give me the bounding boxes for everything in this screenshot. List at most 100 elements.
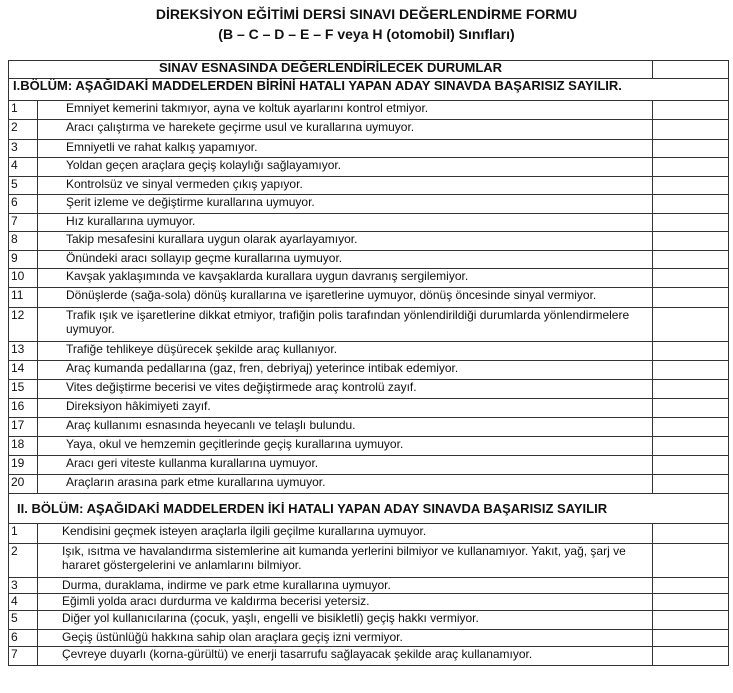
item-row: 17 Araç kullanımı esnasında heyecanlı ve …	[8, 417, 730, 437]
score-cell	[652, 213, 730, 232]
item-text: Yaya, okul ve hemzemin geçitlerinde geçi…	[36, 436, 654, 456]
section-row: I.BÖLÜM: AŞAĞIDAKİ MADDELERDEN BİRİNİ HA…	[7, 78, 730, 101]
item-number: 6	[8, 629, 38, 647]
item-row: 15 Vites değiştirme becerisi ve vites değ…	[8, 379, 730, 399]
item-number: 1	[8, 100, 38, 120]
item-number: 5	[8, 610, 38, 630]
item-text: Vites değiştirme becerisi ve vites değiş…	[36, 379, 654, 399]
item-number: 7	[8, 646, 38, 666]
item-number: 5	[8, 176, 38, 195]
form-title: DİREKSİYON EĞİTİMİ DERSİ SINAVI DEĞERLEN…	[155, 6, 578, 22]
item-number: 18	[8, 436, 38, 456]
item-text: Işık, ısıtma ve havalandırma sistemlerin…	[36, 543, 654, 578]
item-text: Takip mesafesini kurallara uygun olarak …	[36, 231, 654, 251]
item-number: 3	[8, 577, 38, 594]
item-row: 6 Şerit izleme ve değiştirme kurallarına …	[8, 194, 730, 214]
item-row: 19 Aracı geri viteste kullanma kuralların…	[8, 455, 730, 475]
item-number: 8	[8, 231, 38, 251]
score-cell	[652, 176, 730, 195]
item-text: Aracı geri viteste kullanma kurallarına …	[36, 455, 654, 475]
item-row: 2 Aracı çalıştırma ve harekete geçirme us…	[8, 119, 730, 140]
score-cell	[652, 455, 730, 475]
item-row: 20 Araçların arasına park etme kuralların…	[8, 474, 730, 494]
score-cell	[652, 231, 730, 251]
item-row: 4 Eğimli yolda aracı durdurma ve kaldırma…	[8, 593, 730, 611]
item-text: Geçiş üstünlüğü hakkına sahip olan araçl…	[36, 629, 654, 647]
item-row: 18 Yaya, okul ve hemzemin geçitlerinde ge…	[8, 436, 730, 456]
item-text: Araçların arasına park etme kurallarına …	[36, 474, 654, 494]
item-text: Aracı çalıştırma ve harekete geçirme usu…	[36, 119, 654, 140]
score-cell	[652, 629, 730, 647]
item-text: Dönüşlerde (sağa-sola) dönüş kurallarına…	[36, 287, 654, 308]
item-text: Hız kurallarına uymuyor.	[36, 213, 654, 232]
item-text: Yoldan geçen araçlara geçiş kolaylığı sa…	[36, 157, 654, 177]
score-cell	[652, 119, 730, 140]
item-number: 17	[8, 417, 38, 437]
score-cell	[652, 100, 730, 120]
score-cell	[652, 268, 730, 288]
item-number: 2	[8, 119, 38, 140]
item-number: 19	[8, 455, 38, 475]
score-cell	[652, 398, 730, 418]
item-number: 13	[8, 341, 38, 361]
score-cell	[652, 646, 730, 666]
item-number: 3	[8, 139, 38, 158]
item-text: Çevreye duyarlı (korna-gürültü) ve enerj…	[36, 646, 654, 666]
score-cell	[652, 543, 730, 578]
item-number: 10	[8, 268, 38, 288]
item-text: Emniyetli ve rahat kalkış yapamıyor.	[36, 139, 654, 158]
item-number: 9	[8, 250, 38, 269]
item-text: Emniyet kemerini takmıyor, ayna ve koltu…	[36, 100, 654, 120]
item-text: Kendisini geçmek isteyen araçlarla ilgil…	[36, 523, 654, 544]
table-heading: SINAV ESNASINDA DEĞERLENDİRİLECEK DURUML…	[7, 60, 654, 79]
item-number: 20	[8, 474, 38, 494]
score-cell	[652, 157, 730, 177]
item-text: Kontrolsüz ve sinyal vermeden çıkış yapı…	[36, 176, 654, 195]
item-number: 15	[8, 379, 38, 399]
score-cell	[652, 577, 730, 594]
evaluation-table: SINAV ESNASINDA DEĞERLENDİRİLECEK DURUML…	[7, 60, 730, 666]
score-cell	[652, 287, 730, 308]
item-text: Trafik ışık ve işaretlerine dikkat etmiy…	[36, 307, 654, 342]
item-row: 5 Kontrolsüz ve sinyal vermeden çıkış yap…	[8, 176, 730, 195]
item-row: 1 Emniyet kemerini takmıyor, ayna ve kolt…	[8, 100, 730, 120]
item-row: 6 Geçiş üstünlüğü hakkına sahip olan araç…	[8, 629, 730, 647]
item-text: Diğer yol kullanıcılarına (çocuk, yaşlı,…	[36, 610, 654, 630]
item-number: 12	[8, 307, 38, 342]
item-row: 13 Trafiğe tehlikeye düşürecek şekilde ar…	[8, 341, 730, 361]
item-text: Şerit izleme ve değiştirme kurallarına u…	[36, 194, 654, 214]
item-row: 14 Araç kumanda pedallarına (gaz, fren, d…	[8, 360, 730, 380]
item-number: 4	[8, 593, 38, 611]
item-row: 7 Çevreye duyarlı (korna-gürültü) ve ener…	[8, 646, 730, 666]
item-row: 12 Trafik ışık ve işaretlerine dikkat etm…	[8, 307, 730, 342]
item-text: Trafiğe tehlikeye düşürecek şekilde araç…	[36, 341, 654, 361]
item-text: Araç kumanda pedallarına (gaz, fren, deb…	[36, 360, 654, 380]
score-cell	[652, 593, 730, 611]
item-row: 4 Yoldan geçen araçlara geçiş kolaylığı s…	[8, 157, 730, 177]
score-cell	[652, 307, 730, 342]
score-cell	[652, 436, 730, 456]
item-row: 3 Durma, duraklama, indirme ve park etme …	[8, 577, 730, 594]
item-number: 6	[8, 194, 38, 214]
blank-cell	[652, 60, 730, 79]
score-cell	[652, 417, 730, 437]
item-number: 14	[8, 360, 38, 380]
heading-row: SINAV ESNASINDA DEĞERLENDİRİLECEK DURUML…	[7, 60, 730, 79]
section-row: II. BÖLÜM: AŞAĞIDAKİ MADDELERDEN İKİ HAT…	[7, 493, 730, 524]
form-subtitle: (B – C – D – E – F veya H (otomobil) Sın…	[218, 26, 515, 42]
item-text: Önündeki aracı sollayıp geçme kuralların…	[36, 250, 654, 269]
score-cell	[652, 474, 730, 494]
item-number: 16	[8, 398, 38, 418]
score-cell	[652, 250, 730, 269]
item-text: Kavşak yaklaşımında ve kavşaklarda kural…	[36, 268, 654, 288]
item-row: 7 Hız kurallarına uymuyor.	[8, 213, 730, 232]
item-number: 2	[8, 543, 38, 578]
item-number: 1	[8, 523, 38, 544]
item-row: 1 Kendisini geçmek isteyen araçlarla ilgi…	[8, 523, 730, 544]
score-cell	[652, 523, 730, 544]
score-cell	[652, 610, 730, 630]
score-cell	[652, 341, 730, 361]
item-row: 11 Dönüşlerde (sağa-sola) dönüş kuralları…	[8, 287, 730, 308]
score-cell	[652, 139, 730, 158]
